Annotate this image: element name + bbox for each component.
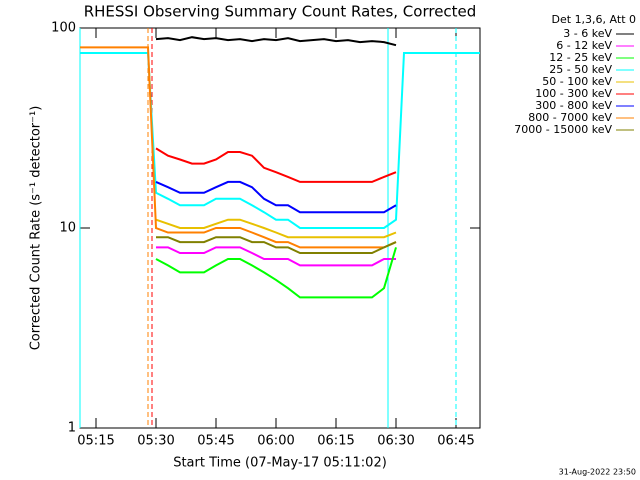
legend-label: 12 - 25 keV — [549, 51, 612, 64]
series-line — [80, 46, 397, 249]
series-line — [156, 246, 396, 267]
y-tick-label: 1 — [68, 421, 76, 436]
x-tick-label: 06:15 — [317, 434, 354, 449]
x-tick-label: 06:45 — [437, 434, 474, 449]
series-line — [155, 247, 397, 299]
footer: 31-Aug-2022 23:50 — [559, 468, 636, 477]
legend-label: 50 - 100 keV — [542, 75, 612, 88]
series-line — [155, 36, 397, 47]
series-line — [80, 52, 480, 229]
y-tick-label: 10 — [59, 221, 76, 236]
x-axis-label: Start Time (07-May-17 05:11:02) — [173, 456, 387, 471]
series-line — [156, 236, 397, 254]
chart-title: RHESSI Observing Summary Count Rates, Co… — [84, 3, 477, 21]
series-line — [155, 180, 397, 214]
x-tick-label: 05:45 — [197, 434, 234, 449]
x-tick-label: 06:00 — [257, 434, 294, 449]
y-tick-label: 100 — [51, 21, 76, 36]
legend-title: Det 1,3,6, Att 0 — [552, 13, 636, 26]
legend-label: 100 - 300 keV — [535, 87, 612, 100]
legend-label: 3 - 6 keV — [563, 27, 612, 40]
legend-label: 6 - 12 keV — [556, 39, 612, 52]
series-line — [155, 147, 397, 183]
legend-label: 25 - 50 keV — [549, 63, 612, 76]
legend-label: 7000 - 15000 keV — [514, 123, 612, 136]
x-tick-label: 05:15 — [77, 434, 114, 449]
plot-frame — [79, 27, 481, 429]
series-line — [155, 218, 397, 239]
legend-label: 800 - 7000 keV — [528, 111, 612, 124]
x-tick-label: 05:30 — [137, 434, 174, 449]
y-axis-label: Corrected Count Rate (s⁻¹ detector⁻¹) — [29, 106, 44, 351]
legend-label: 300 - 800 keV — [535, 99, 612, 112]
x-tick-label: 06:30 — [377, 434, 414, 449]
